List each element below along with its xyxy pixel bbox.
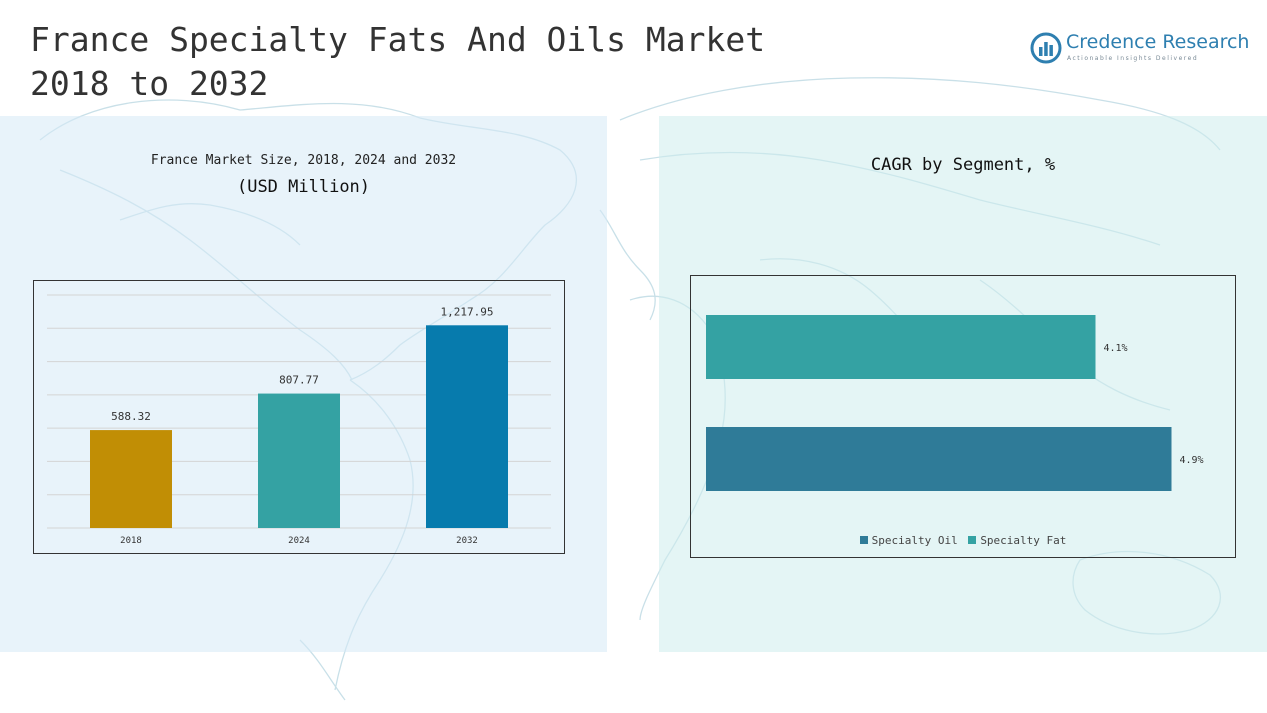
cagr-chart-title: CAGR by Segment, % bbox=[870, 155, 1056, 175]
legend-label-specialty-oil: Specialty Oil bbox=[871, 534, 958, 547]
x-tick-2032: 2032 bbox=[456, 536, 478, 546]
bar-specialty-oil bbox=[706, 427, 1172, 491]
bar-specialty-fat bbox=[706, 315, 1096, 379]
legend-swatch-specialty-fat bbox=[968, 536, 977, 544]
bar-2018 bbox=[90, 430, 172, 528]
x-tick-2024: 2024 bbox=[288, 536, 310, 546]
cagr-legend: Specialty Oil Specialty Fat bbox=[690, 534, 1236, 547]
title-line-1: France Specialty Fats And Oils Market bbox=[30, 20, 766, 59]
cagr-bar-svg: 4.1% 4.9% bbox=[690, 275, 1236, 558]
bar-chart-frame bbox=[33, 280, 565, 554]
legend-label-specialty-fat: Specialty Fat bbox=[980, 534, 1067, 547]
legend-item-specialty-oil: Specialty Oil bbox=[859, 534, 958, 547]
legend-swatch-specialty-oil bbox=[859, 536, 868, 544]
bar-chart-circle-icon bbox=[1030, 32, 1062, 64]
market-size-chart-subtitle: (USD Million) bbox=[236, 177, 371, 197]
data-label-2024: 807.77 bbox=[279, 374, 319, 387]
credence-research-logo: Credence Research Actionable Insights De… bbox=[1030, 31, 1249, 67]
page-title: France Specialty Fats And Oils Market 20… bbox=[30, 18, 765, 106]
cagr-chart-frame bbox=[690, 275, 1236, 558]
data-label-2018: 588.32 bbox=[111, 410, 151, 423]
title-line-2: 2018 to 2032 bbox=[30, 64, 269, 103]
logo-name: Credence Research bbox=[1066, 31, 1250, 53]
market-size-bar-svg: 588.32 2018 807.77 2024 1,217.95 2032 bbox=[33, 280, 565, 554]
data-label-2032: 1,217.95 bbox=[441, 305, 494, 318]
cagr-panel bbox=[659, 116, 1267, 652]
legend-item-specialty-fat: Specialty Fat bbox=[968, 534, 1066, 547]
market-size-chart-title: France Market Size, 2018, 2024 and 2032 bbox=[150, 153, 457, 168]
cagr-horizontal-bar-chart: 4.1% 4.9% Specialty Oil Specialty Fat bbox=[690, 275, 1236, 558]
bar-2024 bbox=[258, 393, 340, 528]
data-label-specialty-oil: 4.9% bbox=[1180, 455, 1204, 466]
bar-2032 bbox=[426, 325, 508, 528]
x-tick-2018: 2018 bbox=[120, 536, 142, 546]
logo-tagline: Actionable Insights Delivered bbox=[1067, 55, 1199, 62]
market-size-bar-chart: 588.32 2018 807.77 2024 1,217.95 2032 bbox=[33, 280, 565, 554]
data-label-specialty-fat: 4.1% bbox=[1104, 343, 1128, 354]
